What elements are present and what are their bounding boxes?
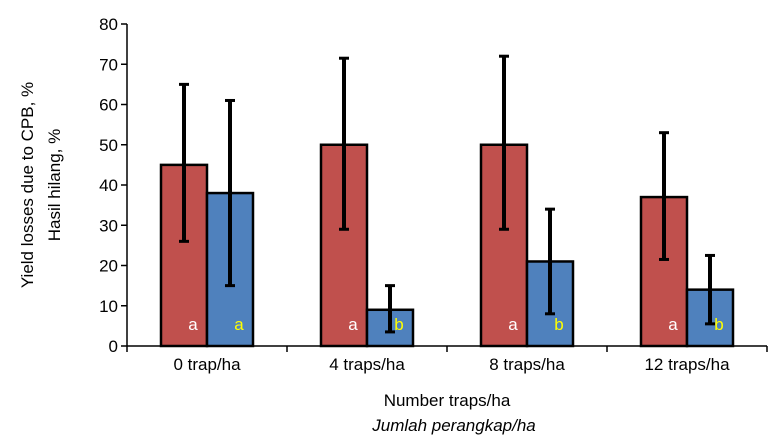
significance-letter: a bbox=[188, 315, 198, 334]
significance-letter: a bbox=[348, 315, 358, 334]
y-tick-label: 70 bbox=[99, 55, 118, 74]
x-tick-label: 12 traps/ha bbox=[644, 355, 730, 374]
x-tick-label: 8 traps/ha bbox=[489, 355, 565, 374]
significance-letter: b bbox=[394, 315, 403, 334]
y-tick-label: 10 bbox=[99, 297, 118, 316]
y-axis-title-line1: Yield losses due to CPB, % bbox=[18, 82, 37, 288]
x-tick-label: 4 traps/ha bbox=[329, 355, 405, 374]
significance-letter: a bbox=[234, 315, 244, 334]
significance-letter: b bbox=[714, 315, 723, 334]
y-axis-title-line2: Hasil hilang, % bbox=[45, 129, 64, 241]
error-bars-layer bbox=[179, 54, 715, 334]
y-tick-label: 50 bbox=[99, 136, 118, 155]
x-axis-title-line2: Jumlah perangkap/ha bbox=[371, 416, 536, 435]
axes-layer: 0 10 20 30 40 50 60 70 80 0 trap/ha 4 traps/ha 8 tr… bbox=[99, 15, 768, 374]
y-tick-label: 80 bbox=[99, 15, 118, 34]
x-tick-label: 0 trap/ha bbox=[173, 355, 241, 374]
significance-letter: a bbox=[508, 315, 518, 334]
bars-layer bbox=[159, 143, 735, 348]
y-tick-label: 0 bbox=[109, 337, 118, 356]
x-axis-title-line1: Number traps/ha bbox=[384, 391, 511, 410]
y-tick-label: 60 bbox=[99, 96, 118, 115]
y-tick-label: 40 bbox=[99, 176, 118, 195]
significance-letter: a bbox=[668, 315, 678, 334]
y-tick-label: 20 bbox=[99, 257, 118, 276]
significance-letter: b bbox=[554, 315, 563, 334]
y-tick-label: 30 bbox=[99, 216, 118, 235]
